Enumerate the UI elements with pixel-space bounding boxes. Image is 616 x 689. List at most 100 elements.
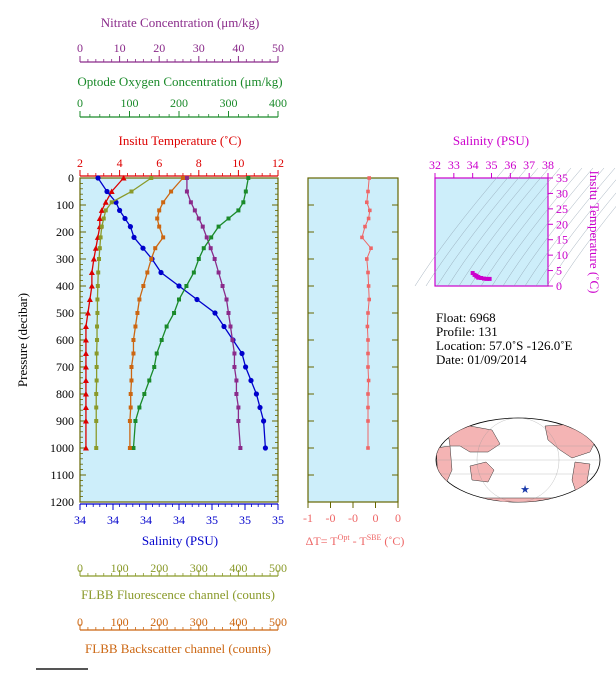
oxygen-point — [164, 324, 169, 329]
salinity-ticks-tick-label: 35 — [239, 513, 251, 527]
pressure-tick-label: 1200 — [50, 495, 74, 509]
fluorescence-ticks-tick-label: 300 — [190, 561, 208, 575]
backscatter-point — [137, 297, 142, 302]
oxygen-point — [191, 270, 196, 275]
nitrate-point — [216, 270, 221, 275]
nitrate-line — [186, 178, 242, 449]
salinity-ticks-tick-label: 35 — [272, 513, 284, 527]
dt-point — [366, 419, 370, 423]
oxygen-point — [133, 419, 138, 423]
fluorescence-point — [95, 324, 100, 329]
nitrate-point — [234, 378, 239, 383]
dt-point — [365, 324, 370, 329]
oxygen-ticks-tick-label: 400 — [269, 96, 287, 110]
dt-point — [366, 405, 370, 410]
ts-y-tick-label: 15 — [556, 233, 568, 247]
ts-point — [484, 276, 489, 281]
dt-point — [366, 284, 371, 288]
nitrate-ticks-tick-label: 20 — [153, 41, 165, 55]
oxygen-ticks-tick-label: 0 — [77, 96, 83, 110]
backscatter-point — [128, 405, 133, 410]
backscatter-ticks-tick-label: 200 — [150, 615, 168, 629]
backscatter-point — [169, 189, 174, 194]
backscatter-axis: 0 100 200 300 400 500 — [77, 615, 287, 631]
oxygen-point — [201, 246, 206, 251]
salinity-point — [176, 283, 182, 289]
salinity-point — [117, 207, 123, 213]
backscatter-point — [133, 324, 138, 329]
temperature-point — [120, 175, 127, 181]
nitrate-ticks-tick-label: 30 — [193, 41, 205, 55]
temperature-ticks-tick-label: 12 — [272, 156, 284, 170]
backscatter-ticks-tick-label: 100 — [111, 615, 129, 629]
nitrate-point — [188, 200, 193, 205]
oxygen-point — [246, 176, 251, 180]
dt-point — [366, 270, 370, 275]
dt-tick-label: -0 — [348, 511, 358, 525]
temperature-point — [92, 245, 99, 251]
ts-x-tick-label: 36 — [504, 158, 516, 172]
backscatter-point — [129, 378, 134, 383]
salinity-axis-label: Salinity (PSU) — [142, 533, 218, 548]
oxygen-ticks-tick-label: 300 — [220, 96, 238, 110]
nitrate-point — [238, 446, 243, 450]
backscatter-point — [180, 176, 185, 180]
fluorescence-point — [99, 224, 104, 229]
backscatter-point — [161, 235, 166, 240]
oxygen-ticks-tick-label: 200 — [170, 96, 188, 110]
nitrate-point — [200, 224, 205, 229]
temperature-point — [102, 199, 109, 205]
salinity-point — [212, 310, 218, 316]
fluorescence-point — [95, 297, 100, 302]
pressure-tick-label: 1100 — [50, 468, 74, 482]
dt-point — [368, 208, 372, 213]
ts-density-contour — [546, 192, 616, 287]
dt-point — [366, 365, 370, 369]
oxygen-point — [131, 446, 136, 450]
temperature-ticks-tick-label: 4 — [117, 156, 123, 170]
info-float: Float: 6968 — [436, 310, 496, 325]
ts-density-contour — [524, 167, 616, 287]
float-location-star-icon: ★ — [520, 484, 530, 496]
dt-axis-label: ΔT= TOpt - TSBE (˚C) — [306, 533, 405, 548]
fluorescence-ticks-tick-label: 0 — [77, 561, 83, 575]
ts-density-contour — [458, 167, 550, 287]
temperature-point — [96, 215, 103, 221]
ts-y-tick-label: 0 — [556, 279, 562, 293]
fluorescence-point — [94, 446, 99, 450]
oxygen-point — [177, 297, 181, 302]
dt-point — [366, 338, 370, 342]
backscatter-point — [135, 311, 140, 315]
ts-point — [476, 275, 481, 280]
salinity-point — [140, 245, 146, 251]
ts-x-tick-label: 33 — [448, 158, 460, 172]
temperature-point — [82, 364, 89, 370]
nitrate-point — [204, 235, 209, 240]
ts-density-contour — [502, 167, 594, 287]
oxygen-point — [137, 405, 142, 410]
temperature-point — [108, 188, 115, 194]
backscatter-ticks-tick-label: 500 — [269, 615, 287, 629]
ts-density-contour — [447, 167, 539, 287]
fluorescence-point — [94, 405, 99, 410]
nitrate-point — [232, 365, 237, 369]
temperature-point — [98, 207, 105, 213]
fluorescence-axis-label: FLBB Fluorescence channel (counts) — [81, 587, 275, 602]
fluorescence-point — [94, 378, 99, 383]
nitrate-point — [230, 338, 235, 342]
backscatter-point — [127, 446, 132, 450]
info-date: Date: 01/09/2014 — [436, 352, 527, 367]
footer-mark — [36, 668, 88, 670]
dt-point — [363, 224, 367, 229]
temperature-point — [82, 391, 89, 397]
backscatter-line — [129, 177, 184, 448]
salinity-point — [261, 418, 267, 424]
oxygen-point — [172, 311, 177, 315]
oxygen-ticks-tick-label: 100 — [121, 96, 139, 110]
fluorescence-point — [98, 235, 103, 240]
info-profile: Profile: 131 — [436, 324, 498, 339]
dt-line — [361, 177, 372, 448]
fluorescence-point — [149, 176, 154, 180]
